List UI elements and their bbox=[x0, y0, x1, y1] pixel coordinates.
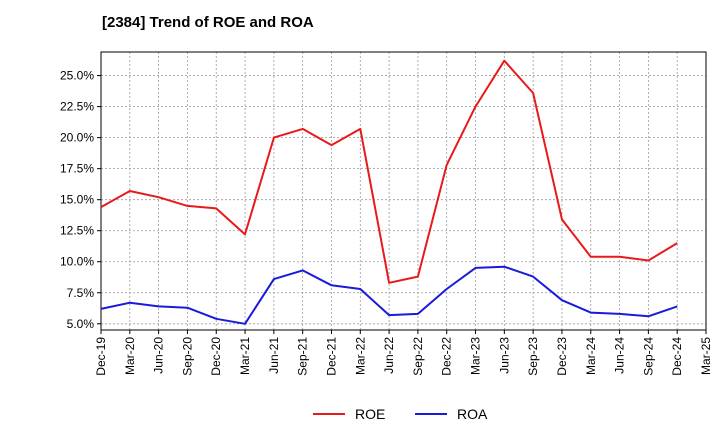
series-line-roa bbox=[100, 265, 678, 325]
x-tick-label: Sep-23 bbox=[526, 337, 540, 376]
x-tick-label: Mar-21 bbox=[238, 337, 252, 375]
legend-item-roa: ROA bbox=[415, 404, 487, 424]
y-tick-label: 17.5% bbox=[60, 162, 94, 176]
x-tick-label: Sep-20 bbox=[180, 337, 194, 376]
x-axis: Dec-19 Mar-20 Jun-20 Sep-20 Dec-20 Mar-21 Jun-… bbox=[94, 330, 713, 376]
x-tick-label: Dec-19 bbox=[94, 337, 108, 376]
x-tick-label: Dec-21 bbox=[324, 337, 338, 376]
x-tick-label: Jun-23 bbox=[497, 337, 511, 374]
y-axis: 5.0% 7.5% 10.0% 12.5% 15.0% 17.5% 20.0% 22.5% 25… bbox=[60, 69, 101, 331]
y-tick-label: 22.5% bbox=[60, 100, 94, 114]
y-tick-label: 10.0% bbox=[60, 255, 94, 269]
series-layer bbox=[100, 59, 678, 325]
chart-title: [2384] Trend of ROE and ROA bbox=[102, 14, 314, 31]
x-tick-label: Sep-21 bbox=[296, 337, 310, 376]
legend-item-roe: ROE bbox=[313, 404, 385, 424]
x-tick-label: Mar-23 bbox=[469, 337, 483, 375]
x-tick-label: Jun-20 bbox=[152, 337, 166, 374]
x-tick-label: Dec-20 bbox=[209, 337, 223, 376]
plot-frame bbox=[100, 51, 707, 331]
legend-swatch-roa bbox=[415, 413, 447, 415]
y-tick-label: 5.0% bbox=[67, 317, 95, 331]
y-tick-label: 15.0% bbox=[60, 193, 94, 207]
y-tick-label: 7.5% bbox=[67, 286, 95, 300]
y-tick-label: 20.0% bbox=[60, 131, 94, 145]
legend-label-roa: ROA bbox=[457, 406, 488, 422]
x-tick-label: Sep-22 bbox=[411, 337, 425, 376]
x-tick-label: Sep-24 bbox=[641, 337, 655, 376]
x-tick-label: Jun-21 bbox=[267, 337, 281, 374]
y-tick-label: 12.5% bbox=[60, 224, 94, 238]
x-tick-label: Mar-24 bbox=[584, 337, 598, 375]
legend-swatch-roe bbox=[313, 413, 345, 415]
x-tick-label: Dec-24 bbox=[670, 337, 684, 376]
x-tick-label: Mar-20 bbox=[123, 337, 137, 375]
y-tick-label: 25.0% bbox=[60, 69, 94, 83]
grid-layer bbox=[100, 52, 707, 330]
x-tick-label: Dec-23 bbox=[555, 337, 569, 376]
legend-label-roe: ROE bbox=[355, 406, 386, 422]
x-tick-label: Mar-25 bbox=[699, 337, 713, 375]
x-tick-label: Dec-22 bbox=[440, 337, 454, 376]
x-tick-label: Jun-22 bbox=[382, 337, 396, 374]
x-tick-label: Mar-22 bbox=[353, 337, 367, 375]
x-tick-label: Jun-24 bbox=[613, 337, 627, 374]
series-line-roe bbox=[100, 59, 678, 284]
